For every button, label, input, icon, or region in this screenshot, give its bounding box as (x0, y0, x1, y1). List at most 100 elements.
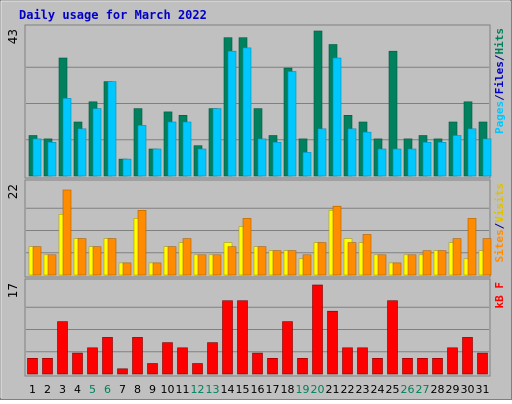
bar-sites-day-3 (62, 189, 72, 276)
panel-ymax-label: 22 (6, 184, 20, 199)
bar-kb-f-day-5 (87, 347, 98, 375)
bar-sites-day-9 (152, 262, 162, 276)
bar-files-day-10 (167, 121, 177, 177)
bar-files-day-8 (137, 125, 147, 177)
bar-kb-f-day-26 (402, 357, 413, 375)
bar-files-day-31 (482, 138, 492, 177)
bar-files-day-4 (77, 128, 87, 177)
bar-files-day-22 (347, 128, 357, 177)
bar-files-day-20 (317, 128, 327, 177)
right-label-part: Sites (493, 229, 506, 262)
bar-sites-day-5 (92, 246, 102, 276)
bar-kb-f-day-15 (237, 300, 248, 375)
bar-sites-day-20 (317, 242, 327, 276)
bar-files-day-1 (32, 138, 42, 177)
bar-files-day-17 (272, 142, 282, 177)
bar-files-day-29 (452, 135, 462, 177)
bar-files-day-21 (332, 57, 342, 177)
bar-files-day-24 (377, 148, 387, 177)
x-tick-day-9: 9 (149, 383, 156, 396)
bar-sites-day-14 (227, 246, 237, 276)
bar-sites-day-29 (452, 238, 462, 276)
bar-kb-f-day-8 (132, 337, 143, 375)
right-label-part: Hits (493, 28, 506, 55)
bar-sites-day-8 (137, 210, 147, 276)
x-tick-day-17: 17 (266, 383, 280, 396)
bar-sites-day-4 (77, 238, 87, 276)
bar-kb-f-day-31 (477, 352, 488, 375)
x-tick-day-29: 29 (446, 383, 460, 396)
bar-files-day-12 (197, 148, 207, 177)
x-tick-day-25: 25 (386, 383, 400, 396)
bar-files-day-19 (302, 152, 312, 177)
bar-kb-f-day-29 (447, 347, 458, 375)
bar-sites-day-24 (377, 254, 387, 276)
bar-files-day-14 (227, 50, 237, 177)
bar-kb-f-day-16 (252, 352, 263, 375)
x-tick-day-13: 13 (206, 383, 220, 396)
bar-files-day-27 (422, 142, 432, 177)
bar-sites-day-28 (437, 250, 447, 276)
right-label-part: / (493, 94, 506, 101)
bar-files-day-7 (122, 158, 132, 177)
right-label-part: Pages (493, 101, 506, 134)
bar-kb-f-day-28 (432, 357, 443, 375)
x-tick-day-10: 10 (161, 383, 175, 396)
bar-kb-f-day-25 (387, 300, 398, 375)
bar-sites-day-11 (182, 238, 192, 276)
panel-right-label: Sites/Visits (493, 183, 506, 263)
bar-files-day-13 (212, 108, 222, 177)
panel-right-label: kB F (493, 282, 506, 309)
bar-kb-f-day-20 (312, 284, 323, 375)
bar-files-day-9 (152, 148, 162, 177)
x-tick-day-31: 31 (476, 383, 490, 396)
bar-kb-f-day-1 (27, 357, 38, 375)
x-tick-day-21: 21 (326, 383, 340, 396)
bar-kb-f-day-14 (222, 300, 233, 375)
x-tick-day-26: 26 (401, 383, 415, 396)
bar-files-day-2 (47, 142, 57, 177)
right-label-part: Files (493, 61, 506, 94)
x-tick-day-23: 23 (356, 383, 370, 396)
bar-sites-day-6 (107, 238, 117, 276)
bar-kb-f-day-10 (162, 342, 173, 375)
bar-sites-day-16 (257, 246, 267, 276)
right-label-part: Visits (493, 183, 506, 223)
bar-sites-day-1 (32, 246, 42, 276)
right-label-part: / (493, 54, 506, 61)
bar-kb-f-day-30 (462, 337, 473, 375)
x-tick-day-24: 24 (371, 383, 385, 396)
bar-kb-f-day-18 (282, 321, 293, 375)
x-tick-day-18: 18 (281, 383, 295, 396)
bar-files-day-3 (62, 98, 72, 177)
bar-kb-f-day-23 (357, 347, 368, 375)
bar-files-day-18 (287, 71, 297, 177)
bar-sites-day-31 (482, 238, 492, 276)
x-tick-day-6: 6 (104, 383, 111, 396)
bar-sites-day-23 (362, 234, 372, 276)
bar-kb-f-day-17 (267, 357, 278, 375)
x-tick-day-16: 16 (251, 383, 265, 396)
x-tick-day-5: 5 (89, 383, 96, 396)
right-label-part: kB (493, 295, 506, 309)
bar-sites-day-10 (167, 246, 177, 276)
bar-kb-f-day-24 (372, 357, 383, 375)
bar-files-day-28 (437, 142, 447, 177)
bar-files-day-6 (107, 81, 117, 177)
bar-sites-day-17 (272, 250, 282, 276)
x-tick-day-22: 22 (341, 383, 355, 396)
bar-sites-day-13 (212, 254, 222, 276)
panel-right-label: Pages/Files/Hits (493, 28, 506, 134)
bar-kb-f-day-11 (177, 347, 188, 375)
bar-kb-f-day-21 (327, 310, 338, 375)
x-tick-day-3: 3 (59, 383, 66, 396)
right-label-part: / (493, 222, 506, 229)
bar-files-day-16 (257, 138, 267, 177)
bar-sites-day-19 (302, 254, 312, 276)
x-tick-day-4: 4 (74, 383, 81, 396)
panel-ymax-label: 17 (6, 283, 20, 298)
bar-files-day-23 (362, 131, 372, 177)
bar-kb-f-day-4 (72, 352, 83, 375)
bar-sites-day-22 (347, 242, 357, 276)
